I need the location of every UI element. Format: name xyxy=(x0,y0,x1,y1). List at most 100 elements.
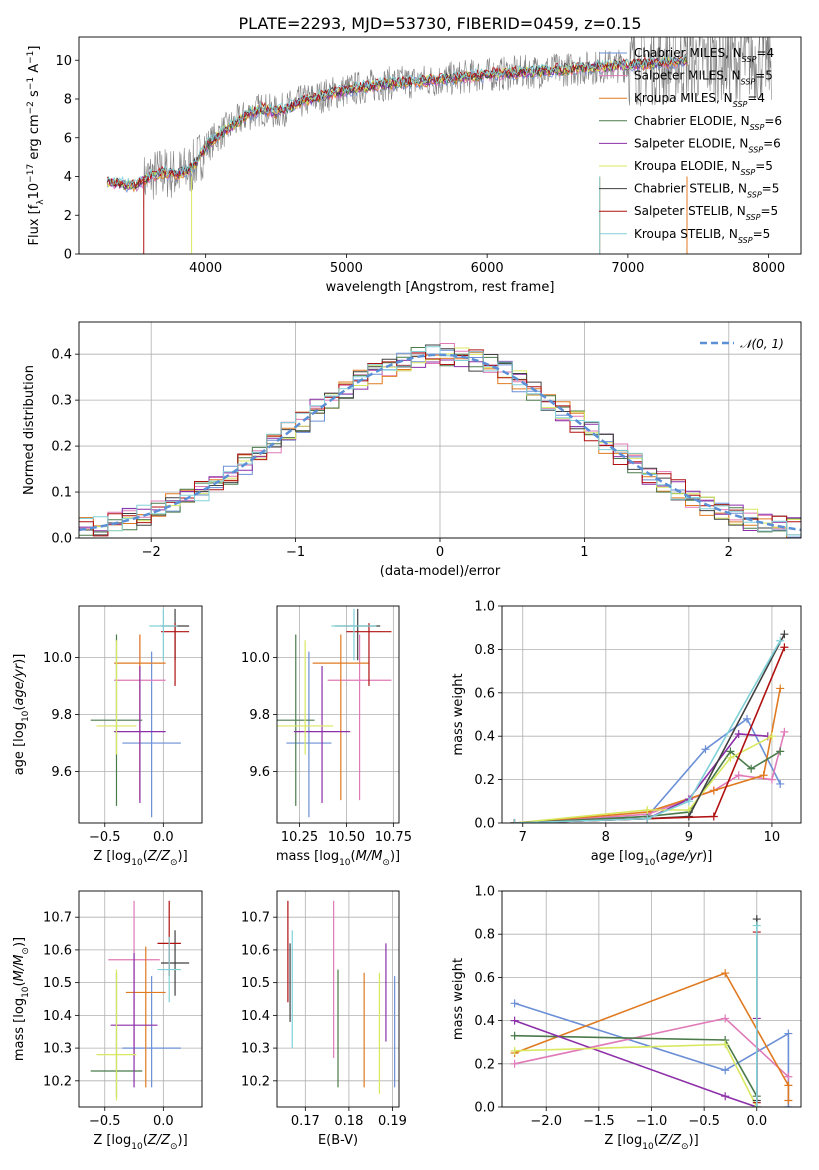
x-tick-label: 0.18 xyxy=(334,1114,363,1129)
y-tick-label: 0.8 xyxy=(474,643,495,658)
x-axis-label: wavelength [Angstrom, rest frame] xyxy=(326,280,555,295)
figure-title: PLATE=2293, MJD=53730, FIBERID=0459, z=0… xyxy=(238,14,641,33)
mass-weight-line xyxy=(514,750,781,823)
x-tick-label: −1.0 xyxy=(636,1114,668,1129)
plot-frame xyxy=(78,890,203,1108)
y-tick-label: 4 xyxy=(64,170,72,185)
plot-frame xyxy=(78,36,802,255)
x-tick-label: 0 xyxy=(436,545,444,560)
legend-label: Kroupa STELIB, NSSP=5 xyxy=(634,227,770,245)
x-tick-label: 10.25 xyxy=(281,830,318,845)
x-tick-label: 2 xyxy=(725,545,733,560)
y-axis-label: mass weight xyxy=(451,958,466,1040)
legend-label: Chabrier STELIB, NSSP=5 xyxy=(634,182,779,200)
y-tick-label: 0.0 xyxy=(474,817,495,832)
y-tick-label: 9.6 xyxy=(249,765,270,780)
model-spectrum-line xyxy=(106,53,688,187)
y-tick-label: 9.8 xyxy=(51,708,72,723)
line-plot-area xyxy=(510,915,793,1107)
y-tick-label: 10.3 xyxy=(241,1042,270,1057)
errorbar-point xyxy=(114,665,166,804)
x-tick-label: 0.0 xyxy=(746,1114,767,1129)
legend-label: Kroupa MILES, NSSP=4 xyxy=(634,91,765,109)
mass-weight-line xyxy=(514,731,786,823)
x-tick-label: 8 xyxy=(602,830,610,845)
x-axis-label: age [log10(age/yr)] xyxy=(591,849,713,868)
mass-weight-marker xyxy=(721,1014,730,1023)
mass-weight-marker xyxy=(784,1081,793,1090)
mass-weight-marker xyxy=(734,771,743,780)
y-tick-label: 6 xyxy=(64,131,72,146)
mass-weight-marker xyxy=(784,1072,793,1081)
x-tick-label: −1 xyxy=(286,545,305,560)
mass-weight-marker xyxy=(767,775,776,784)
y-tick-label: 10.5 xyxy=(43,976,72,991)
x-tick-label: 4000 xyxy=(189,261,222,276)
y-tick-label: 9.6 xyxy=(51,765,72,780)
x-axis-label: Z [log10(Z/Z⊙)] xyxy=(93,1133,187,1152)
plot-frame xyxy=(501,605,802,824)
spectrum-plot-area xyxy=(106,37,772,254)
y-tick-label: 10.6 xyxy=(241,943,270,958)
x-tick-label: 6000 xyxy=(471,261,504,276)
errorbar-point xyxy=(312,634,369,801)
errorbar-point xyxy=(125,946,166,1088)
y-axis-label: age [log10(age/yr)] xyxy=(12,654,31,776)
mass-weight-marker xyxy=(510,1046,519,1055)
mass-weight-line xyxy=(514,633,786,823)
y-tick-label: 1.0 xyxy=(474,600,495,615)
residuals-plot-area xyxy=(79,343,801,538)
scatter-plot-area xyxy=(90,900,190,1101)
age-vs-Z-panel: −0.5 0.0 9.6 9.8 10.0 Z [log10(Z/Z⊙)] age [log… xyxy=(12,605,203,868)
y-tick-label: 10.4 xyxy=(43,1009,72,1024)
y-tick-label: 0.0 xyxy=(474,1101,495,1116)
legend-label: Salpeter STELIB, NSSP=5 xyxy=(634,204,778,222)
y-tick-label: 10.0 xyxy=(241,651,270,666)
y-tick-label: 10.0 xyxy=(43,651,72,666)
errorbar-point xyxy=(346,623,392,686)
y-tick-label: 0.6 xyxy=(474,686,495,701)
errorbar-point xyxy=(277,634,315,806)
y-tick-label: 10.5 xyxy=(241,976,270,991)
legend-label: Salpeter ELODIE, NSSP=6 xyxy=(634,136,781,154)
mass-vs-ebv-panel: 0.17 0.18 0.19 10.2 10.3 10.4 10.5 10.6 10.7 E(B-… xyxy=(241,890,407,1148)
mass-weight-marker xyxy=(709,786,718,795)
mass-weight-marker xyxy=(709,812,718,821)
mass-weight-line xyxy=(514,640,781,823)
y-tick-label: 2 xyxy=(64,209,72,224)
y-tick-label: 0.4 xyxy=(51,348,72,363)
legend-label: Chabrier MILES, NSSP=4 xyxy=(634,46,774,64)
errorbar-point xyxy=(335,608,381,661)
errorbar-point xyxy=(96,969,137,1101)
mass-weight-marker xyxy=(721,969,730,978)
x-axis-label: E(B-V) xyxy=(318,1133,358,1148)
x-axis-label: (data-model)/error xyxy=(380,564,501,579)
x-tick-label: 7 xyxy=(519,830,527,845)
y-tick-label: 1.0 xyxy=(474,885,495,900)
spectrum-legend: Chabrier MILES, NSSP=4 Salpeter MILES, NS… xyxy=(599,46,782,244)
y-tick-label: 0.8 xyxy=(474,928,495,943)
y-tick-label: 10.4 xyxy=(241,1009,270,1024)
x-tick-label: 0.17 xyxy=(291,1114,320,1129)
y-tick-label: 0.6 xyxy=(474,971,495,986)
errorbar-point xyxy=(331,608,377,661)
mass-weight-marker xyxy=(776,779,785,788)
x-tick-label: 7000 xyxy=(611,261,644,276)
x-axis-label: Z [log10(Z/Z⊙)] xyxy=(93,849,187,868)
mass-weight-marker xyxy=(734,730,743,739)
spectrum-panel: 4000 5000 6000 7000 8000 0 2 4 6 8 10 wavelength [A… xyxy=(26,36,802,295)
x-tick-label: 10.50 xyxy=(328,830,365,845)
errorbar-point xyxy=(286,651,332,818)
y-tick-label: 0.1 xyxy=(51,486,72,501)
age-vs-mass-panel: 10.25 10.50 10.75 9.6 9.8 10.0 mass [log10(M/M… xyxy=(241,605,412,868)
mass-weight-marker xyxy=(643,814,652,823)
mass-weight-marker xyxy=(784,1096,793,1105)
x-tick-label: 0.19 xyxy=(378,1114,407,1129)
normal-distribution-curve xyxy=(79,353,801,532)
y-axis-label: mass [log10(M/M⊙)] xyxy=(12,937,31,1061)
mass-weight-line xyxy=(514,1018,758,1107)
mass-weight-marker xyxy=(752,1103,761,1107)
mass-vs-Z-panel: −0.5 0.0 10.2 10.3 10.4 10.5 10.6 10.7 Z [log10(… xyxy=(12,890,203,1152)
residuals-panel: −2 −1 0 1 2 0.0 0.1 0.2 0.3 0.4 (data-model)/error… xyxy=(22,321,802,579)
errorbar-point xyxy=(161,930,190,996)
